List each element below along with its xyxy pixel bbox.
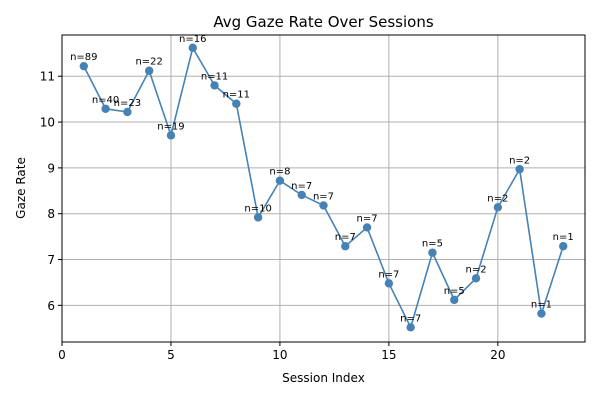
y-tick-label: 10 [40,116,55,130]
data-point [144,66,154,75]
point-annotation: n=11 [223,90,250,101]
point-annotation: n=7 [291,181,312,192]
point-annotation: n=89 [70,52,97,63]
y-axis-label: Gaze Rate [14,157,28,219]
grid-layer [61,35,585,342]
data-point [101,104,110,113]
data-point [123,107,132,117]
y-tick-label: 7 [47,253,55,267]
data-point [450,295,459,305]
y-tick-label: 9 [47,161,55,175]
point-annotation: n=2 [465,264,486,275]
data-point [166,131,176,140]
chart-title: Avg Gaze Rate Over Sessions [213,13,433,31]
data-point [319,201,328,210]
x-tick-label: 20 [490,348,505,362]
point-annotation: n=23 [114,98,141,109]
data-point [79,61,88,71]
data-point [493,203,503,212]
x-tick-label: 15 [381,348,396,362]
x-tick-label: 0 [58,348,66,362]
data-point [406,323,415,332]
x-tick-label: 5 [167,348,175,362]
data-point [471,274,481,283]
data-point [537,309,546,318]
point-annotation: n=40 [92,95,119,106]
point-annotation: n=7 [378,269,399,280]
data-point [297,190,306,200]
y-tick-label: 6 [47,299,55,313]
y-tick-label: 8 [47,207,55,221]
y-tick-label: 11 [40,70,55,84]
point-annotation: n=2 [509,155,530,166]
point-annotation: n=8 [269,167,290,178]
point-annotation: n=7 [313,191,334,202]
data-point [559,242,568,251]
point-annotation: n=1 [531,300,552,311]
x-tick-label: 10 [272,348,287,362]
point-annotation: n=2 [487,193,508,204]
data-point [515,165,524,174]
data-point [210,81,219,90]
data-point [428,248,437,257]
x-axis-label: Session Index [282,371,365,385]
data-point [362,223,372,232]
point-annotation: n=7 [400,313,421,324]
data-point [341,242,350,251]
annotation-layer: n=89n=40n=23n=22n=19n=16n=11n=11n=10n=8n… [70,34,574,325]
plot-frame [61,34,586,343]
point-annotation: n=7 [357,213,378,224]
data-point [275,176,285,185]
tick-layer: 0 5 10 15 20 6 7 8 9 10 11 [40,70,506,362]
point-layer [79,43,568,332]
point-annotation: n=19 [157,121,184,132]
data-point [188,43,197,53]
data-point [384,279,394,288]
point-annotation: n=16 [179,34,206,45]
series-line [83,45,564,330]
point-annotation: n=5 [444,286,465,297]
point-annotation: n=11 [201,71,228,82]
point-annotation: n=7 [335,232,356,243]
data-point [253,213,263,222]
point-annotation: n=22 [135,57,162,68]
point-annotation: n=5 [422,239,443,250]
point-annotation: n=10 [244,203,271,214]
data-point [232,99,241,108]
point-annotation: n=1 [553,232,574,243]
